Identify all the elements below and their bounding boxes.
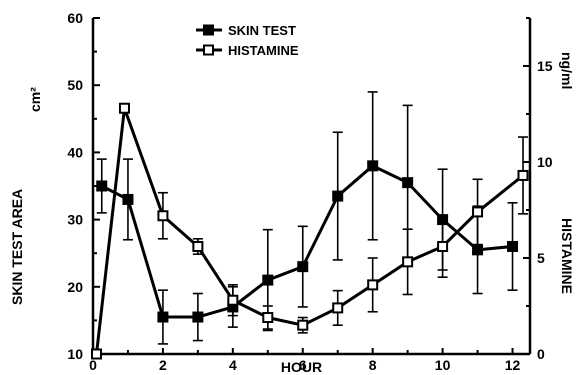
data-point — [437, 240, 449, 252]
y-axis-right-unit: ng/ml — [559, 52, 575, 89]
data-point — [122, 193, 134, 205]
data-point — [262, 274, 274, 286]
y-left-tick-label: 40 — [67, 144, 83, 160]
x-tick-label: 8 — [369, 357, 377, 373]
data-point — [332, 190, 344, 202]
x-tick-label: 4 — [229, 357, 237, 373]
data-point — [297, 261, 309, 273]
y-left-tick-label: 10 — [67, 346, 83, 362]
data-point — [297, 319, 309, 331]
x-tick-label: 12 — [505, 357, 521, 373]
legend-label: HISTAMINE — [228, 43, 299, 58]
data-point — [402, 177, 414, 189]
data-point — [262, 312, 274, 324]
y-left-tick-label: 50 — [67, 77, 83, 93]
data-point — [192, 311, 204, 323]
x-tick-label: 10 — [435, 357, 451, 373]
y-right-tick-label: 10 — [537, 154, 553, 170]
x-axis-label: HOUR — [281, 359, 322, 375]
y-left-tick-label: 30 — [67, 212, 83, 228]
legend-label: SKIN TEST — [228, 23, 296, 38]
data-point — [332, 302, 344, 314]
data-point — [157, 210, 169, 222]
data-point — [96, 180, 108, 192]
data-point — [227, 294, 239, 306]
data-point — [118, 102, 130, 114]
x-tick-label: 6 — [299, 357, 307, 373]
data-point — [157, 311, 169, 323]
data-point — [90, 348, 102, 360]
legend-marker — [203, 44, 214, 56]
x-tick-label: 2 — [159, 357, 167, 373]
y-right-tick-label: 15 — [537, 58, 553, 74]
data-point — [517, 169, 529, 181]
series — [90, 91, 529, 360]
y-axis-left-label: SKIN TEST AREA — [9, 189, 25, 305]
data-point — [507, 240, 519, 252]
y-right-tick-label: 5 — [537, 250, 545, 266]
y-axis-left-unit: cm² — [27, 87, 43, 112]
legend: SKIN TEST HISTAMINE — [196, 23, 299, 58]
data-point — [367, 160, 379, 172]
legend-marker — [203, 24, 214, 36]
x-tick-label: 0 — [89, 357, 97, 373]
data-point — [192, 240, 204, 252]
y-right-tick-label: 0 — [537, 346, 545, 362]
series-histamine — [90, 102, 529, 360]
data-point — [472, 244, 484, 256]
y-axis-right-label: HISTAMINE — [559, 218, 575, 294]
ticks: 0 2 4 6 8 10 12 10 20 30 40 50 60 0 5 10 15 — [67, 10, 552, 373]
data-point — [367, 279, 379, 291]
data-point — [472, 206, 484, 218]
data-point — [402, 256, 414, 268]
y-left-tick-label: 60 — [67, 10, 83, 26]
y-left-tick-label: 20 — [67, 279, 83, 295]
